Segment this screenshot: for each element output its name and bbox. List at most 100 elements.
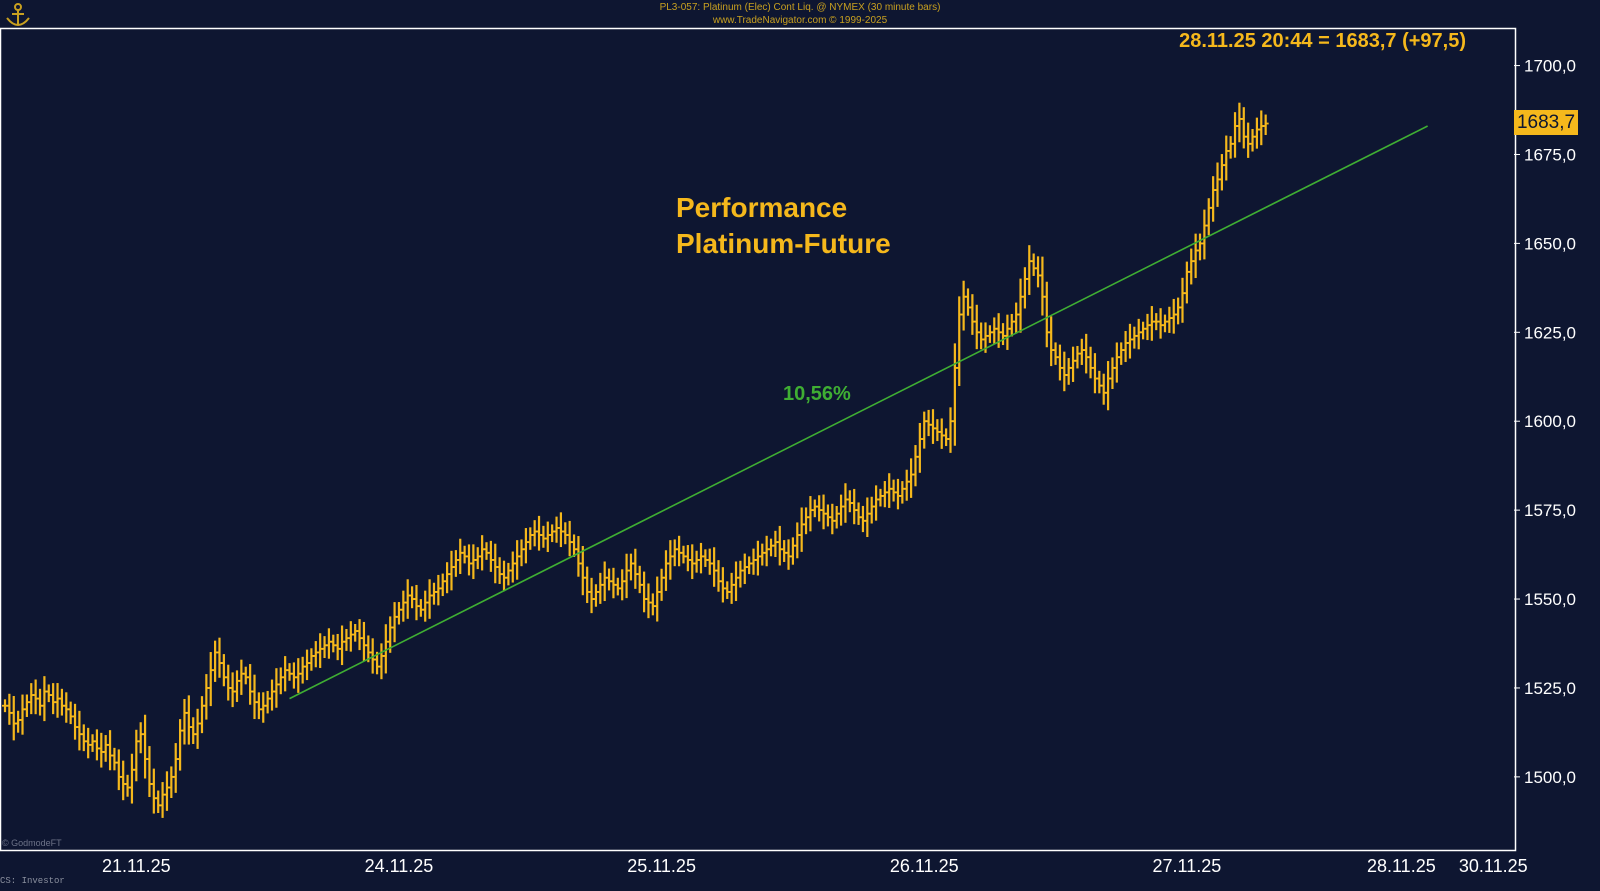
ohlc-bar: [299, 656, 306, 684]
chart-annotation-title: Performance Platinum-Future: [676, 190, 891, 262]
ohlc-bar: [728, 572, 735, 604]
ohlc-bar: [1205, 198, 1212, 236]
ohlc-bar: [978, 322, 985, 350]
ohlc-bar: [1192, 233, 1199, 279]
ohlc-bar: [811, 499, 818, 518]
ohlc-bar: [10, 695, 17, 741]
ohlc-bar: [448, 550, 455, 591]
ohlc-bar: [426, 579, 433, 619]
ohlc-bar: [838, 494, 845, 526]
ohlc-bar: [1258, 110, 1265, 146]
ohlc-bar: [492, 543, 499, 584]
ohlc-bar: [947, 407, 954, 453]
ohlc-bar: [592, 584, 599, 607]
ohlc-bar: [212, 640, 219, 682]
ohlc-bar: [1170, 298, 1177, 334]
ohlc-bar: [168, 766, 175, 798]
x-tick-label: 21.11.25: [102, 856, 171, 876]
ohlc-bar: [789, 537, 796, 565]
ohlc-bar: [251, 674, 258, 720]
ohlc-bar: [1026, 245, 1033, 295]
ohlc-bar: [474, 547, 481, 570]
ohlc-bar: [1179, 277, 1186, 323]
ohlc-bar: [146, 746, 153, 797]
y-tick-label: 1675,0: [1524, 145, 1576, 164]
ohlc-bar: [260, 692, 267, 723]
ohlc-bar: [400, 590, 407, 622]
ohlc-bar: [750, 548, 757, 575]
ohlc-bar: [430, 582, 437, 605]
ohlc-bar: [890, 479, 897, 502]
ohlc-bar: [557, 512, 564, 548]
ohlc-bar: [1148, 306, 1155, 341]
ohlc-bar: [912, 445, 919, 487]
ohlc-bar: [360, 621, 367, 662]
ohlc-bar: [807, 496, 814, 532]
ohlc-bar: [1218, 154, 1225, 191]
ohlc-bar: [785, 539, 792, 570]
ohlc-bar: [715, 560, 722, 592]
ohlc-bar: [142, 714, 149, 779]
ohlc-bar: [781, 540, 788, 562]
ohlc-bar: [746, 556, 753, 575]
ohlc-bar: [645, 583, 652, 619]
ohlc-bar: [177, 719, 184, 771]
ohlc-bar: [321, 636, 328, 659]
ohlc-bar: [859, 505, 866, 533]
ohlc-bar: [120, 760, 127, 801]
ohlc-bar: [522, 528, 529, 564]
trend-line-segment: [289, 125, 1428, 700]
ohlc-bar: [702, 549, 709, 567]
ohlc-bar: [553, 516, 560, 543]
ohlc-bar: [733, 561, 740, 602]
ohlc-bar: [794, 522, 801, 559]
ohlc-bar: [1056, 344, 1063, 381]
ohlc-bar: [689, 544, 696, 580]
ohlc-bar: [1065, 358, 1072, 385]
ohlc-bar: [391, 602, 398, 643]
ohlc-bar: [247, 664, 254, 705]
ohlc-bar: [413, 584, 420, 621]
ohlc-bar: [1078, 338, 1085, 365]
ohlc-bar: [32, 679, 39, 715]
ohlc-bar: [654, 576, 661, 622]
ohlc-bar: [816, 495, 823, 522]
ohlc-bar: [1113, 342, 1120, 383]
ohlc-bar: [1109, 357, 1116, 389]
ohlc-bar: [163, 771, 170, 811]
y-tick-label: 1500,0: [1524, 768, 1576, 787]
ohlc-bar: [54, 683, 61, 718]
ohlc-bar: [619, 569, 626, 601]
x-tick-label: 30.11.25: [1459, 856, 1528, 876]
ohlc-bar: [606, 568, 613, 591]
ohlc-bar: [111, 747, 118, 771]
ohlc-bar: [916, 422, 923, 473]
ohlc-bar: [325, 628, 332, 659]
ohlc-bar: [671, 539, 678, 567]
ohlc-bar: [1030, 253, 1037, 276]
ohlc-bar: [903, 469, 910, 501]
ohlc-bar: [667, 540, 674, 580]
ohlc-bar: [290, 662, 297, 689]
ohlc-bar: [684, 545, 691, 572]
y-tick-label: 1600,0: [1524, 412, 1576, 431]
ohlc-bar: [128, 753, 135, 804]
ohlc-bar: [1253, 117, 1260, 149]
ohlc-bar: [1126, 323, 1133, 359]
y-tick-label: 1550,0: [1524, 590, 1576, 609]
y-tick-label: 1700,0: [1524, 57, 1576, 76]
ohlc-bar: [23, 694, 30, 717]
ohlc-bar: [150, 768, 157, 814]
ohlc-bar: [540, 525, 547, 548]
ohlc-bar: [37, 688, 44, 716]
ohlc-bar: [1183, 261, 1190, 304]
ohlc-bar: [85, 727, 92, 759]
anchor-icon: [6, 3, 30, 26]
ohlc-bar: [1000, 323, 1007, 346]
ohlc-bar: [1210, 176, 1217, 222]
ohlc-bar: [754, 540, 761, 576]
ohlc-bar: [1035, 256, 1042, 288]
ohlc-bar: [483, 542, 490, 560]
ohlc-bar: [67, 701, 74, 725]
ohlc-bar: [531, 520, 538, 547]
